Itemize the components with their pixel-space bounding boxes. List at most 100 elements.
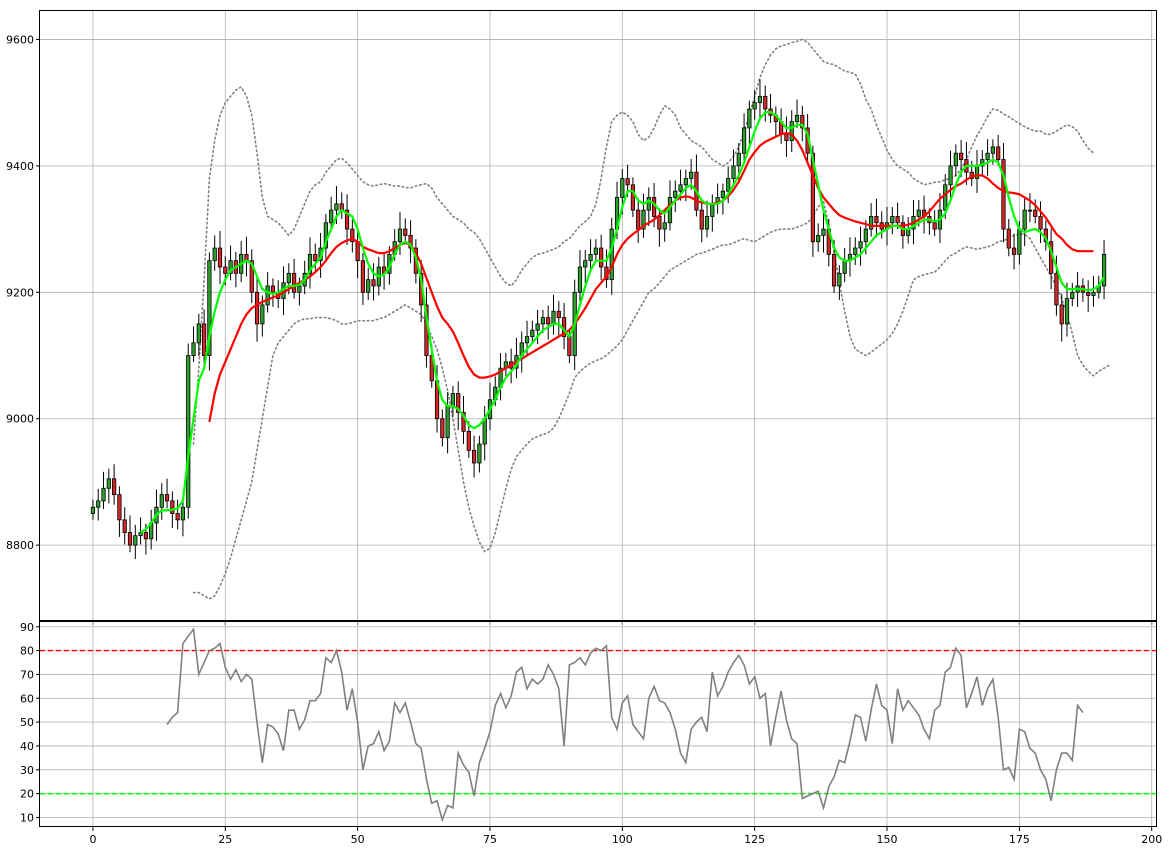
bollinger-bands — [192, 38, 1111, 600]
x-tick-label: 200 — [1141, 833, 1162, 846]
candle-body — [577, 266, 583, 293]
candle-body — [985, 152, 990, 160]
candle-body — [524, 336, 530, 344]
candle-body — [800, 114, 805, 129]
candle-body — [482, 418, 487, 445]
candle-body — [249, 260, 254, 293]
candle-body — [895, 216, 900, 224]
rsi-plot-frame — [39, 621, 1157, 827]
candle-body — [916, 209, 921, 217]
candle-body — [344, 209, 350, 230]
candle-body — [1027, 209, 1033, 212]
candle-body — [265, 285, 270, 306]
candle-body — [127, 532, 133, 546]
rsi-line — [166, 627, 1084, 823]
candle-body — [106, 478, 111, 489]
candle-body — [990, 146, 995, 154]
candle-body — [313, 253, 318, 262]
candle-body — [1101, 253, 1107, 287]
rsi-thresholds — [40, 649, 1157, 795]
candle-body — [530, 329, 535, 337]
candle-body — [551, 310, 556, 325]
upper-band-line — [192, 38, 1095, 445]
price-plot-frame — [39, 10, 1157, 621]
candle-body — [1038, 216, 1043, 230]
price-y-tick-label: 9600 — [6, 33, 34, 46]
candle-body — [307, 253, 313, 274]
candle-body — [212, 247, 217, 262]
candle-body — [789, 121, 794, 141]
candle-body — [371, 279, 376, 287]
rsi-y-tick-label: 20 — [20, 788, 34, 801]
candle-body — [636, 209, 641, 230]
candle-body — [869, 216, 874, 230]
candle-body — [583, 260, 588, 268]
x-tick-label: 50 — [351, 833, 365, 846]
candle-body — [980, 159, 985, 167]
candle-body — [122, 519, 127, 533]
candle-body — [397, 228, 403, 243]
candle-body — [350, 228, 355, 243]
candle-body — [90, 506, 96, 514]
x-tick-label: 25 — [218, 833, 232, 846]
candle-body — [1091, 291, 1096, 296]
candle-body — [710, 203, 715, 217]
candle-body — [943, 184, 948, 211]
candle-body — [863, 228, 868, 243]
candle-body — [821, 228, 826, 236]
candle-body — [1064, 298, 1070, 325]
price-y-tick-label: 8800 — [6, 539, 34, 552]
candle-body — [1001, 159, 1006, 230]
rsi-y-tick-label: 40 — [20, 740, 34, 753]
candle-body — [366, 279, 371, 293]
rsi-y-tick-label: 50 — [20, 716, 34, 729]
x-tick-label: 125 — [744, 833, 765, 846]
candle-body — [164, 494, 170, 502]
candle-body — [117, 494, 122, 521]
candle-body — [112, 478, 117, 495]
candle-body — [842, 260, 847, 274]
candle-body — [1006, 228, 1011, 249]
rsi-axis-ticks: 0 25 50 75 100 125 150 175 200 10 20 30 40 50 60 70 80 90 — [20, 621, 1162, 846]
candle-body — [646, 197, 651, 211]
price-y-tick-label: 9400 — [6, 160, 34, 173]
candle-body — [736, 152, 741, 167]
candle-body — [180, 506, 186, 521]
rsi-y-tick-label: 10 — [20, 811, 34, 824]
price-grid — [40, 11, 1157, 621]
candle-body — [223, 266, 228, 274]
candle-body — [890, 216, 895, 224]
candle-body — [588, 253, 593, 262]
candle-body — [466, 430, 471, 451]
candle-body — [477, 443, 482, 464]
candle-body — [556, 310, 561, 318]
candle-body — [699, 209, 704, 230]
candle-body — [853, 247, 858, 255]
candle-body — [620, 178, 625, 198]
candle-body — [630, 184, 636, 211]
candle-body — [816, 235, 821, 243]
candle-body — [286, 272, 291, 284]
candle-body — [292, 272, 297, 293]
candle-body — [1070, 291, 1075, 300]
candle-body — [186, 355, 191, 508]
candle-body — [747, 108, 752, 129]
candle-body — [784, 133, 789, 141]
rsi-series-line — [166, 627, 1084, 823]
candle-body — [101, 487, 106, 502]
candle-body — [270, 285, 276, 293]
candle-body — [408, 235, 413, 249]
candle-body — [831, 253, 837, 287]
candle-body — [355, 241, 360, 262]
candle-body — [567, 336, 572, 356]
candle-body — [461, 411, 466, 432]
candle-body — [403, 228, 408, 236]
candle-body — [953, 152, 958, 167]
candle-body — [731, 165, 736, 179]
candle-body — [651, 197, 657, 217]
candle-body — [752, 102, 757, 110]
candle-body — [726, 178, 731, 192]
candle-body — [858, 241, 863, 249]
candle-body — [471, 449, 477, 464]
